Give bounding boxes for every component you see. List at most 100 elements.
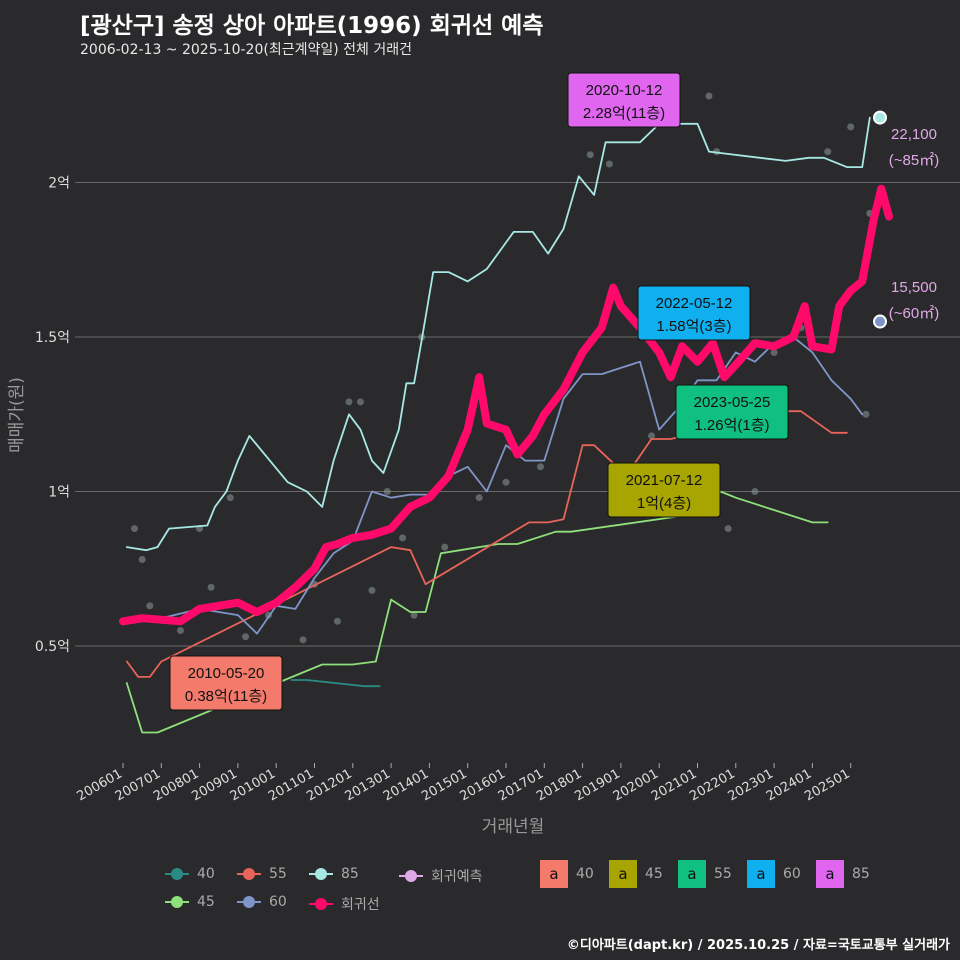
legend-label: 40 — [576, 866, 594, 882]
forecast-area-label: (~85㎡) — [889, 152, 939, 169]
legend-marker-icon — [237, 895, 261, 909]
y-tick-label: 1.5억 — [35, 330, 70, 346]
forecast-point-60 — [873, 314, 887, 329]
forecast-value-label: 15,500 — [891, 279, 937, 296]
legend-swatch: a — [816, 860, 844, 888]
legend-annotation-40: a 40 — [540, 860, 594, 888]
y-tick-label: 1억 — [48, 485, 70, 501]
legend-label: 60 — [269, 894, 287, 910]
data-point — [605, 160, 613, 168]
annotation-value: 1억(4층) — [637, 495, 691, 512]
legend-item-40: 40 — [165, 866, 215, 882]
annotation-date: 2022-05-12 — [656, 295, 733, 312]
annotation-date: 2010-05-20 — [188, 665, 265, 682]
data-point — [207, 583, 215, 591]
legend-annotation-45: a 45 — [609, 860, 663, 888]
forecast-point-85 — [873, 110, 887, 125]
annotation-label: 2023-05-25 1.26억(1층) — [675, 384, 789, 440]
data-point — [356, 398, 364, 406]
legend-label: 55 — [269, 866, 287, 882]
annotation-label: 2021-07-12 1억(4층) — [607, 462, 721, 518]
data-point — [176, 627, 184, 635]
data-point — [586, 151, 594, 159]
legend-item-forecast: 회귀예측 — [399, 866, 483, 886]
data-point — [383, 488, 391, 495]
data-point — [724, 525, 732, 533]
series-line-85 — [125, 116, 871, 552]
annotation-value: 1.26억(1층) — [694, 417, 769, 434]
legend-label: 60 — [783, 866, 801, 882]
data-point — [345, 398, 353, 406]
y-tick-label: 0.5억 — [35, 639, 70, 655]
annotation-label: 2022-05-12 1.58억(3층) — [637, 285, 751, 341]
legend-annotation-55: a 55 — [678, 860, 732, 888]
series-line-40 — [290, 679, 381, 688]
legend-label: 85 — [341, 866, 359, 882]
legend-item-55: 55 — [237, 866, 287, 882]
data-point — [862, 410, 870, 418]
legend-label: 회귀선 — [341, 897, 380, 913]
data-point — [299, 636, 307, 644]
legend-swatch: a — [678, 860, 706, 888]
legend-label: 45 — [645, 866, 663, 882]
forecast-value-label: 22,100 — [891, 126, 937, 143]
data-point — [536, 463, 544, 471]
chart-subtitle: 2006-02-13 ~ 2025-10-20(최근계약일) 전체 거래건 — [80, 42, 412, 58]
legend-label: 회귀예측 — [431, 869, 483, 885]
legend-marker-icon — [309, 867, 333, 881]
series-line-55 — [125, 410, 848, 678]
data-point — [705, 92, 713, 100]
legend-item-regression: 회귀선 — [309, 894, 380, 914]
data-point — [146, 602, 154, 610]
annotation-label: 2010-05-20 0.38억(11층) — [169, 655, 283, 711]
data-point — [333, 617, 341, 625]
data-point — [410, 611, 418, 619]
data-point — [368, 586, 376, 594]
chart-title: [광산구] 송정 상아 아파트(1996) 회귀선 예측 — [80, 13, 544, 39]
series-line-regression — [119, 184, 893, 626]
data-point — [130, 525, 138, 533]
annotation-date: 2021-07-12 — [626, 472, 703, 489]
legend-marker-icon — [165, 895, 189, 909]
data-point — [242, 633, 250, 641]
annotation-label: 2020-10-12 2.28억(11층) — [567, 72, 681, 128]
legend-swatch: a — [747, 860, 775, 888]
data-point — [441, 543, 449, 551]
annotation-box — [675, 384, 789, 440]
data-point — [847, 123, 855, 131]
legend-item-45: 45 — [165, 894, 215, 910]
series-line-60 — [122, 336, 864, 635]
legend-label: 45 — [197, 894, 215, 910]
annotation-box — [607, 462, 721, 518]
legend-annotation-60: a 60 — [747, 860, 801, 888]
annotation-date: 2023-05-25 — [694, 394, 771, 411]
legend-item-85: 85 — [309, 866, 359, 882]
data-point — [770, 348, 778, 356]
legend-marker-icon — [165, 867, 189, 881]
legend-marker-icon — [237, 867, 261, 881]
legend-marker-icon — [309, 897, 333, 911]
annotation-box — [567, 72, 681, 128]
data-point — [226, 494, 234, 502]
legend-swatch: a — [609, 860, 637, 888]
data-point — [399, 534, 407, 542]
legend-label: 40 — [197, 866, 215, 882]
data-point — [138, 555, 146, 563]
footer-credit: ©디아파트(dapt.kr) / 2025.10.25 / 자료=국토교통부 실… — [566, 938, 950, 953]
annotation-box — [637, 285, 751, 341]
data-point — [751, 488, 759, 495]
data-point — [824, 148, 832, 156]
data-point — [502, 478, 510, 486]
annotation-date: 2020-10-12 — [586, 82, 663, 99]
annotation-value: 2.28억(11층) — [583, 105, 665, 122]
legend-annotation-85: a 85 — [816, 860, 870, 888]
legend-swatch: a — [540, 860, 568, 888]
annotation-value: 0.38억(11층) — [185, 688, 267, 705]
forecast-area-label: (~60㎡) — [889, 305, 939, 322]
y-axis-title: 매매가(원) — [7, 377, 27, 453]
data-point — [648, 432, 656, 440]
y-tick-label: 2억 — [48, 176, 70, 192]
annotation-value: 1.58억(3층) — [656, 318, 731, 335]
data-point — [475, 494, 483, 502]
